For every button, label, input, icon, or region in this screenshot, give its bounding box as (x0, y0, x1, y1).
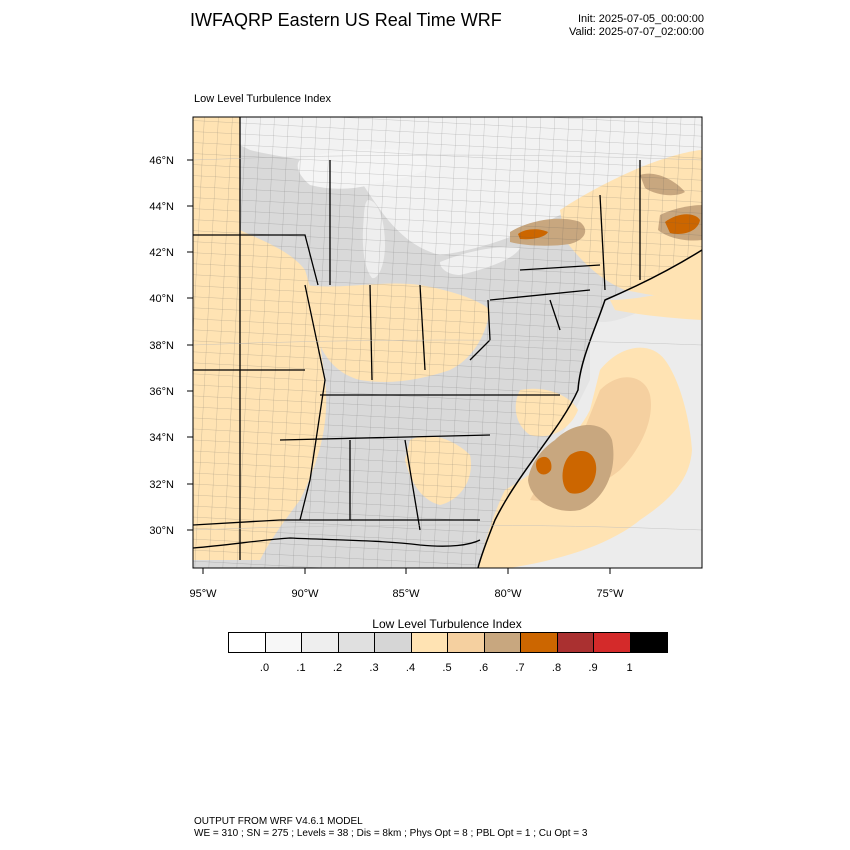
orange-blob-2 (536, 456, 552, 475)
colorbar (228, 632, 668, 653)
colorbar-cell (229, 633, 266, 652)
colorbar-cell (594, 633, 631, 652)
lat-label: 36°N (149, 386, 174, 398)
lat-label: 44°N (149, 201, 174, 213)
colorbar-label: .4 (405, 662, 416, 674)
state-boundaries (193, 117, 641, 560)
graticule (193, 154, 702, 531)
tan-region-offshore-ne (610, 285, 702, 320)
lat-label: 32°N (149, 479, 174, 491)
footer-line-1: OUTPUT FROM WRF V4.6.1 MODEL (194, 816, 363, 827)
colorbar-label: .6 (478, 662, 489, 674)
main-title: IWFAQRP Eastern US Real Time WRF (190, 10, 502, 30)
lat-label: 34°N (149, 432, 174, 444)
colorbar-cell (484, 633, 521, 652)
colorbar-cell (375, 633, 412, 652)
init-time: Init: 2025-07-05_00:00:00 (578, 13, 704, 25)
colorbar-label: .5 (442, 662, 452, 674)
map-frame (192, 116, 703, 569)
lon-ticks (202, 568, 611, 574)
lat-label: 42°N (149, 247, 174, 259)
lat-label: 30°N (149, 525, 174, 537)
colorbar-cell (521, 633, 558, 652)
valid-time: Valid: 2025-07-07_02:00:00 (569, 26, 704, 38)
gulf-coastline (193, 537, 481, 549)
lon-label: 80°W (494, 588, 522, 600)
colorbar-label: .8 (551, 662, 562, 674)
colorbar-label: 1 (626, 662, 633, 674)
model-info-footer: OUTPUT FROM WRF V4.6.1 MODEL WE = 310 ; … (194, 816, 587, 840)
lat-labels: 46°N 44°N 42°N 40°N 38°N 36°N 34°N 32°N … (149, 155, 174, 537)
lat-label: 40°N (149, 293, 174, 305)
lon-labels: 95°W 90°W 85°W 80°W 75°W (189, 588, 624, 600)
colorbar-cell (302, 633, 339, 652)
colorbar-cell (411, 633, 448, 652)
colorbar-label: .0 (259, 662, 270, 674)
lon-label: 75°W (596, 588, 624, 600)
run-info: Init: 2025-07-05_00:00:00 Valid: 2025-07… (569, 13, 704, 39)
colorbar-cell (557, 633, 594, 652)
lat-label: 38°N (149, 340, 174, 352)
lon-label: 95°W (189, 588, 217, 600)
lon-label: 85°W (392, 588, 420, 600)
colorbar-cell (338, 633, 375, 652)
atlantic-coastline (477, 249, 702, 568)
map-panel: 46°N 44°N 42°N 40°N 38°N 36°N 34°N 32°N … (149, 116, 703, 600)
colorbar-cell (448, 633, 485, 652)
lon-label: 90°W (291, 588, 319, 600)
county-boundaries (193, 117, 702, 568)
panel-title: Low Level Turbulence Index (194, 93, 331, 105)
colorbar-label: .9 (588, 662, 598, 674)
footer-line-2: WE = 310 ; SN = 275 ; Levels = 38 ; Dis … (194, 828, 588, 839)
colorbar-cell (630, 633, 667, 652)
colorbar-label: .1 (296, 662, 306, 674)
orange-blob-1 (562, 451, 597, 494)
lat-ticks (187, 159, 193, 531)
colorbar-label: .7 (515, 662, 525, 674)
map-field (193, 117, 702, 568)
lat-label: 46°N (149, 155, 174, 167)
colorbar-label: .2 (332, 662, 343, 674)
colorbar-label: .3 (369, 662, 379, 674)
colorbar-title: Low Level Turbulence Index (372, 617, 522, 631)
colorbar-cell (265, 633, 302, 652)
